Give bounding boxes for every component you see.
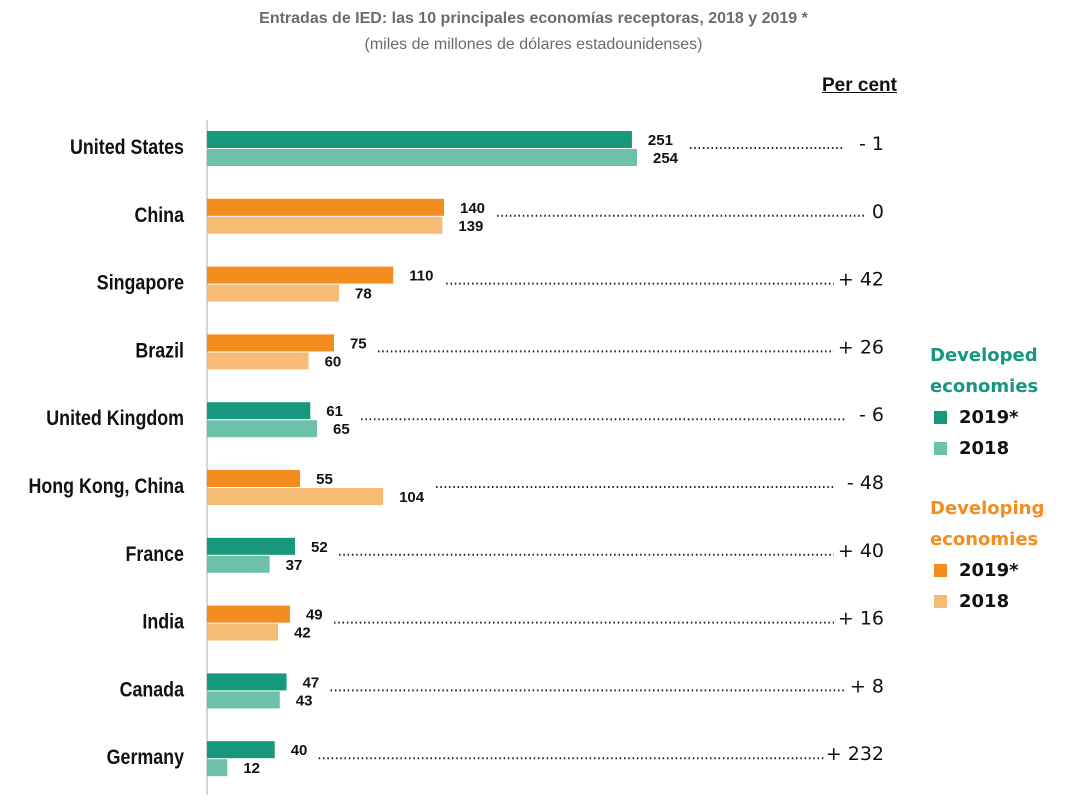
value-label-2019-china: 140 (460, 200, 485, 217)
bar-2019-united-kingdom (207, 402, 311, 420)
bar-2018-united-kingdom (207, 420, 318, 438)
value-label-2019-united-kingdom: 61 (326, 403, 343, 420)
category-label-singapore: Singapore (97, 271, 184, 295)
legend-swatch-developing-2018 (934, 595, 947, 608)
percent-change-hong-kong-china: - 48 (847, 472, 884, 494)
legend-developed-2019: 2019* (930, 402, 1038, 433)
value-label-2018-france: 37 (286, 557, 303, 574)
value-label-2018-united-states: 254 (653, 150, 679, 167)
value-label-2018-china: 139 (458, 218, 483, 235)
percent-change-france: + 40 (838, 540, 884, 562)
value-label-2019-hong-kong-china: 55 (316, 471, 333, 488)
value-label-2019-united-states: 251 (648, 132, 673, 149)
value-label-2018-germany: 12 (243, 760, 260, 777)
category-label-hong-kong-china: Hong Kong, China (28, 475, 184, 499)
bar-2019-united-states (207, 131, 632, 148)
category-label-canada: Canada (120, 678, 185, 702)
category-label-france: France (126, 542, 185, 566)
percent-change-canada: + 8 (850, 675, 884, 697)
value-label-2019-singapore: 110 (409, 268, 433, 285)
legend-developing-2018-label: 2018 (959, 591, 1010, 612)
category-label-germany: Germany (107, 746, 184, 770)
legend-developing-title: Developing economies (930, 493, 1044, 555)
category-label-india: India (142, 610, 184, 634)
value-label-2019-canada: 47 (303, 674, 320, 691)
category-label-brazil: Brazil (135, 339, 184, 363)
bar-2019-germany (207, 741, 275, 759)
legend-developing-2019-label: 2019* (959, 560, 1019, 581)
percent-change-singapore: + 42 (838, 269, 884, 291)
bar-2019-canada (207, 673, 287, 691)
category-label-united-kingdom: United Kingdom (46, 407, 184, 431)
bar-2019-brazil (207, 334, 334, 352)
bar-2019-hong-kong-china (207, 470, 301, 487)
bar-2018-united-states (207, 149, 637, 166)
legend-developed-title-line2: economies (930, 376, 1039, 397)
value-label-2018-brazil: 60 (325, 353, 342, 370)
percent-column-header: Per cent (822, 75, 897, 96)
legend-developing-title-line2: economies (930, 529, 1039, 550)
bar-2018-hong-kong-china (207, 488, 384, 505)
legend-swatch-developed-2018 (934, 442, 947, 455)
percent-change-united-states: - 1 (859, 133, 884, 155)
bar-2018-canada (207, 691, 280, 709)
legend-swatch-developed-2019 (934, 411, 947, 424)
percent-change-china: 0 (872, 201, 884, 223)
value-label-2019-brazil: 75 (350, 335, 367, 352)
value-label-2018-canada: 43 (296, 692, 313, 709)
legend-developed-title-line1: Developed (930, 345, 1038, 366)
bar-2018-france (207, 555, 270, 573)
legend-developing-2019: 2019* (930, 555, 1044, 586)
legend-developed: Developed economies 2019* 2018 (930, 340, 1038, 464)
legend-swatch-developing-2019 (934, 564, 947, 577)
legend-developing: Developing economies 2019* 2018 (930, 493, 1044, 617)
bar-2019-france (207, 537, 296, 555)
legend-developed-2018-label: 2018 (959, 438, 1010, 459)
bar-2019-china (207, 198, 445, 216)
bar-2018-brazil (207, 352, 309, 370)
category-label-united-states: United States (70, 136, 184, 160)
value-label-2019-france: 52 (311, 539, 328, 556)
percent-change-india: + 16 (838, 608, 884, 630)
legend-developing-title-line1: Developing (930, 498, 1045, 519)
legend-developed-2019-label: 2019* (959, 407, 1019, 428)
legend-developed-2018: 2018 (930, 433, 1038, 464)
percent-change-united-kingdom: - 6 (859, 404, 884, 426)
value-label-2019-germany: 40 (291, 742, 308, 759)
legend-developed-title: Developed economies (930, 340, 1038, 402)
value-label-2018-united-kingdom: 65 (333, 421, 350, 438)
value-label-2018-hong-kong-china: 104 (399, 489, 425, 506)
percent-change-brazil: + 26 (838, 336, 884, 358)
bar-2019-singapore (207, 266, 394, 284)
category-label-china: China (134, 203, 184, 227)
value-label-2018-india: 42 (294, 625, 311, 642)
bar-2018-india (207, 623, 279, 641)
legend-developing-2018: 2018 (930, 586, 1044, 617)
chart-title: Entradas de IED: las 10 principales econ… (259, 10, 808, 27)
bar-2018-singapore (207, 284, 340, 302)
chart-subtitle: (miles de millones de dólares estadounid… (364, 36, 703, 53)
bar-2018-china (207, 216, 443, 234)
bar-2019-india (207, 605, 290, 623)
percent-change-germany: + 232 (826, 743, 884, 765)
value-label-2018-singapore: 78 (355, 286, 372, 303)
bar-2018-germany (207, 759, 228, 777)
value-label-2019-india: 49 (306, 607, 323, 624)
